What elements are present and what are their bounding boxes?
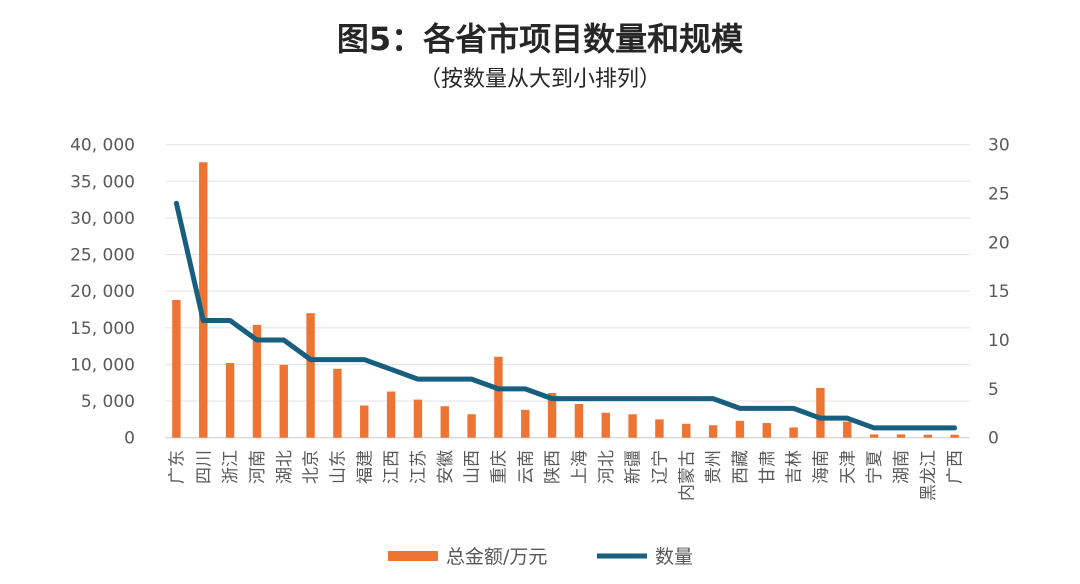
category-label: 西藏 (731, 450, 751, 484)
category-labels: 广东 四川 浙江 河南 湖北 北京 山东 福建 江西 江苏 安徽 山西 重庆 云南 陕西 上海 河北 新疆 辽宁 内蒙… (167, 450, 965, 501)
category-label: 河北 (597, 450, 617, 484)
left-tick-label: 10, 000 (70, 355, 135, 375)
bar (413, 399, 423, 438)
left-axis-ticks: 0 5, 000 10, 000 15, 000 20, 000 25, 000 30, 0… (70, 136, 135, 449)
left-tick-label: 40, 000 (70, 136, 135, 156)
category-label: 内蒙古 (677, 450, 697, 501)
left-tick-label: 20, 000 (70, 282, 135, 302)
bar-series (172, 162, 959, 438)
gridlines (165, 144, 970, 439)
category-label: 辽宁 (650, 450, 670, 484)
right-tick-label: 0 (988, 429, 999, 449)
bar (252, 324, 262, 438)
bar (494, 356, 503, 438)
legend-swatch-bar (388, 551, 438, 561)
left-tick-label: 25, 000 (70, 246, 135, 266)
category-label: 重庆 (489, 450, 509, 484)
line-path (173, 200, 958, 431)
left-tick-label: 15, 000 (70, 319, 135, 339)
bar (521, 409, 530, 438)
right-tick-label: 5 (988, 380, 999, 400)
bar (225, 362, 235, 438)
category-label: 宁夏 (865, 450, 885, 484)
bar (333, 368, 342, 438)
category-label: 河南 (248, 450, 268, 484)
bar (360, 405, 369, 438)
bar (655, 419, 664, 438)
category-label: 新疆 (624, 450, 644, 484)
right-axis-ticks: 0 5 10 15 20 25 30 (988, 136, 1010, 449)
category-label: 上海 (570, 450, 590, 484)
category-label: 吉林 (785, 450, 805, 484)
bar (440, 406, 449, 438)
category-label: 福建 (355, 450, 375, 484)
left-tick-label: 35, 000 (70, 172, 135, 192)
category-label: 甘肃 (758, 450, 778, 484)
bar (843, 421, 852, 438)
category-label: 贵州 (704, 450, 724, 484)
right-tick-label: 25 (988, 185, 1010, 205)
category-label: 江苏 (409, 450, 429, 484)
bar (279, 364, 288, 438)
chart-title: 图5：各省市项目数量和规模 (337, 20, 743, 58)
right-tick-label: 20 (988, 233, 1010, 253)
legend-label-line: 数量 (655, 546, 693, 568)
category-label: 四川 (194, 450, 214, 484)
right-tick-label: 15 (988, 282, 1010, 302)
category-label: 安徽 (436, 450, 456, 484)
bar (574, 404, 584, 438)
category-label: 广西 (946, 450, 966, 484)
category-label: 湖南 (892, 450, 912, 484)
category-label: 山西 (463, 450, 483, 484)
category-label: 黑龙江 (919, 450, 939, 501)
category-label: 湖北 (275, 450, 295, 484)
category-label: 江西 (382, 450, 402, 484)
bar (896, 434, 906, 438)
line-series (173, 200, 958, 431)
bar (199, 162, 208, 438)
bar (950, 434, 959, 438)
category-label: 北京 (302, 450, 322, 484)
category-label: 海南 (811, 450, 831, 484)
bar (386, 391, 396, 438)
bar (789, 427, 798, 438)
left-tick-label: 0 (124, 429, 135, 449)
bar (172, 299, 181, 438)
bar (708, 425, 718, 438)
legend-label-bar: 总金额/万元 (446, 546, 547, 568)
bar (869, 434, 879, 438)
bar (601, 412, 610, 438)
right-tick-label: 10 (988, 331, 1010, 351)
bar (467, 414, 476, 438)
bar (923, 434, 932, 438)
category-label: 山东 (328, 450, 348, 484)
bar (628, 414, 637, 438)
left-tick-label: 30, 000 (70, 209, 135, 229)
bar (816, 387, 825, 438)
left-tick-label: 5, 000 (81, 392, 135, 412)
category-label: 天津 (838, 450, 858, 484)
right-tick-label: 30 (988, 136, 1010, 156)
category-label: 浙江 (221, 450, 241, 484)
category-label: 广东 (167, 450, 187, 484)
bar (547, 393, 557, 438)
legend: 总金额/万元 数量 (388, 546, 693, 568)
category-label: 陕西 (543, 450, 563, 484)
bar (306, 313, 315, 438)
bar (762, 423, 771, 438)
category-label: 云南 (516, 450, 536, 484)
bar (735, 420, 745, 438)
chart-subtitle: （按数量从大到小排列） (419, 67, 661, 92)
bar (682, 423, 691, 438)
